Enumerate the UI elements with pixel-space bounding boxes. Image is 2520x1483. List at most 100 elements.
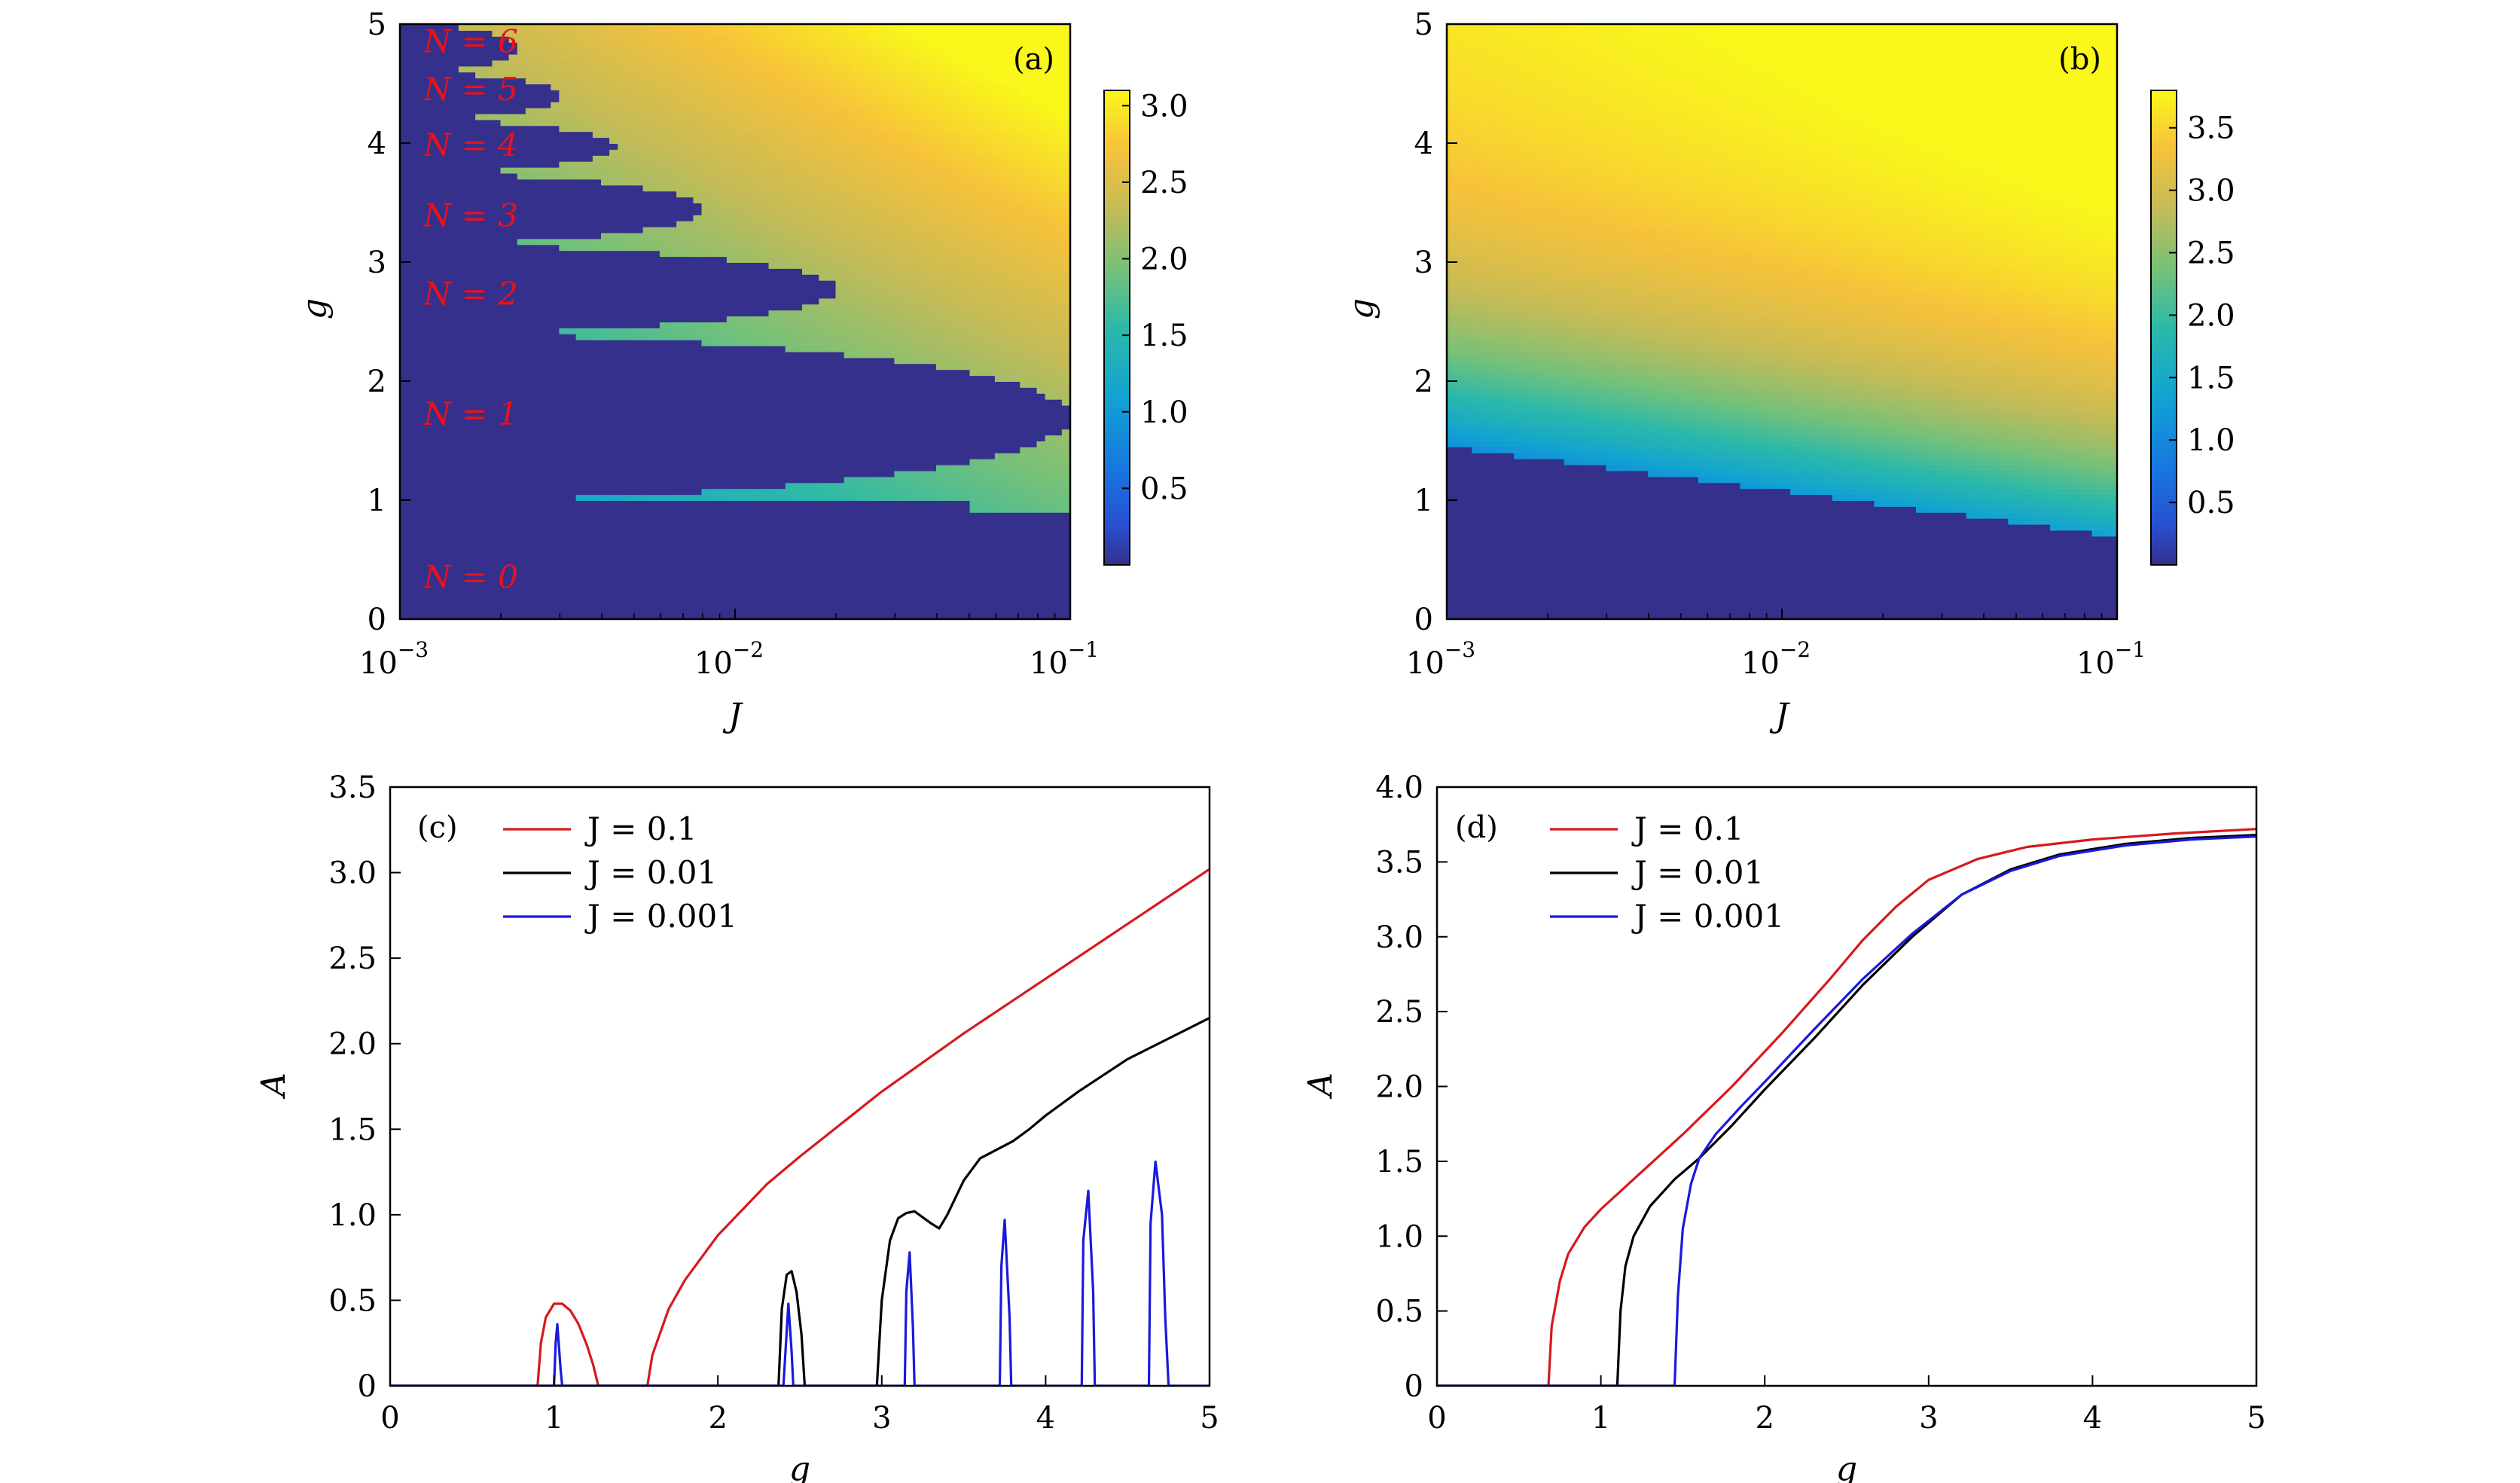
heatmap-cell [735, 381, 745, 388]
heatmap-cell [735, 78, 745, 84]
heatmap-cell [793, 203, 803, 209]
heatmap-cell [659, 381, 669, 388]
heatmap-cell [575, 119, 585, 127]
heatmap-cell [542, 327, 552, 334]
heatmap-cell [726, 322, 736, 328]
heatmap-cell [567, 316, 577, 322]
heatmap-cell [768, 208, 778, 215]
heatmap-cell [768, 226, 778, 233]
heatmap-cell [542, 429, 552, 436]
heatmap-cell [793, 452, 803, 459]
heatmap-cell [618, 29, 627, 37]
heatmap-cell [651, 369, 661, 377]
heatmap-cell [752, 404, 761, 412]
heatmap-cell [433, 500, 443, 507]
heatmap-cell [433, 316, 443, 322]
heatmap-cell [542, 191, 552, 198]
heatmap-cell [400, 197, 410, 203]
heatmap-cell [785, 613, 795, 619]
heatmap-cell [508, 119, 518, 127]
heatmap-cell [626, 143, 636, 150]
heatmap-cell [517, 536, 526, 543]
heatmap-cell [793, 273, 803, 281]
heatmap-cell [416, 214, 426, 221]
heatmap-cell [693, 554, 703, 560]
heatmap-cell [416, 137, 426, 144]
heatmap-cell [408, 137, 418, 144]
heatmap-cell [768, 452, 778, 459]
heatmap-cell [416, 125, 426, 133]
heatmap-cell [776, 494, 786, 501]
heatmap-cell [534, 505, 544, 513]
heatmap-cell [433, 423, 443, 430]
heatmap-cell [668, 351, 678, 359]
heatmap-cell [542, 351, 552, 359]
heatmap-cell [752, 262, 761, 269]
heatmap-cell [400, 500, 410, 507]
heatmap-cell [659, 256, 669, 263]
heatmap-cell [400, 548, 410, 555]
heatmap-cell [567, 500, 577, 507]
heatmap-cell [651, 226, 661, 233]
heatmap-cell [450, 488, 459, 496]
heatmap-cell [400, 298, 410, 305]
heatmap-cell [475, 143, 485, 150]
heatmap-cell [517, 29, 526, 37]
heatmap-cell [642, 327, 652, 334]
heatmap-cell [517, 107, 526, 114]
heatmap-cell [601, 226, 611, 233]
heatmap-cell [408, 179, 418, 186]
heatmap-cell [450, 595, 459, 603]
heatmap-cell [601, 613, 611, 619]
heatmap-cell [634, 113, 644, 121]
heatmap-cell [475, 137, 485, 144]
heatmap-cell [584, 285, 593, 293]
heatmap-cell [626, 66, 636, 73]
heatmap-cell [542, 523, 552, 531]
heatmap-cell [760, 488, 770, 496]
heatmap-cell [450, 226, 459, 233]
heatmap-cell [735, 404, 745, 412]
heatmap-cell [567, 601, 577, 609]
heatmap-cell [752, 72, 761, 79]
heatmap-cell [525, 536, 535, 543]
heatmap-cell [618, 470, 627, 478]
heatmap-cell [492, 304, 502, 311]
heatmap-cell [802, 316, 812, 322]
heatmap-cell [693, 470, 703, 478]
heatmap-cell [425, 125, 435, 133]
heatmap-cell [709, 601, 719, 609]
heatmap-cell [484, 548, 493, 555]
heatmap-cell [400, 542, 410, 549]
heatmap-cell [517, 363, 526, 371]
heatmap-cell [609, 24, 619, 31]
heatmap-cell [718, 107, 728, 114]
heatmap-cell [752, 89, 761, 96]
heatmap-cell [634, 41, 644, 49]
heatmap-cell [659, 208, 669, 215]
heatmap-cell [668, 470, 678, 478]
heatmap-cell [735, 197, 745, 203]
heatmap-cell [793, 208, 803, 215]
heatmap-cell [659, 214, 669, 221]
heatmap-cell [676, 166, 686, 174]
heatmap-cell [768, 273, 778, 281]
heatmap-cell [768, 607, 778, 615]
heatmap-cell [500, 197, 510, 203]
heatmap-cell [601, 607, 611, 615]
heatmap-cell [441, 601, 451, 609]
heatmap-cell [726, 279, 736, 287]
heatmap-cell [802, 542, 812, 549]
heatmap-cell [701, 78, 711, 84]
heatmap-cell [618, 35, 627, 43]
heatmap-cell [701, 220, 711, 227]
heatmap-cell [592, 47, 602, 55]
heatmap-cell [726, 35, 736, 43]
heatmap-cell [492, 357, 502, 365]
heatmap-cell [450, 267, 459, 275]
heatmap-cell [642, 291, 652, 299]
heatmap-cell [659, 548, 669, 555]
heatmap-cell [601, 238, 611, 246]
heatmap-cell [768, 131, 778, 139]
heatmap-cell [659, 589, 669, 597]
